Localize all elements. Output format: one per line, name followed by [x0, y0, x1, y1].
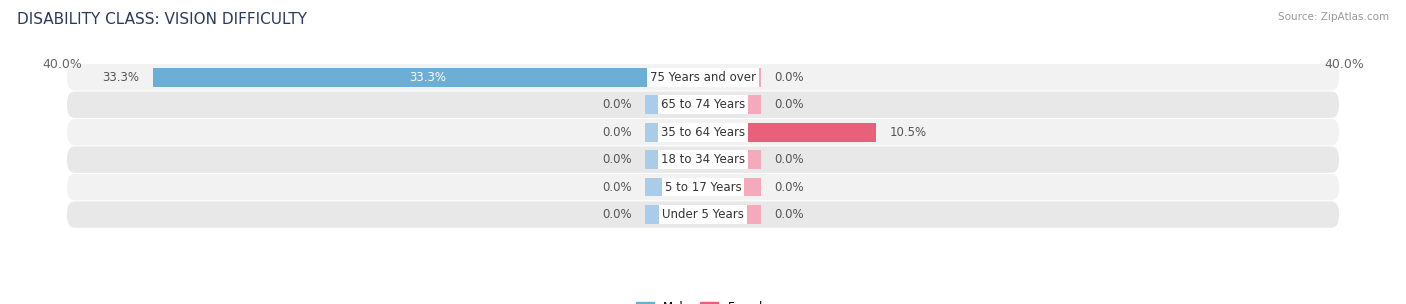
Text: 0.0%: 0.0%: [775, 153, 804, 166]
Bar: [703, 95, 761, 114]
Bar: [645, 205, 703, 224]
FancyBboxPatch shape: [67, 64, 1339, 91]
Bar: [703, 150, 761, 169]
Text: 18 to 34 Years: 18 to 34 Years: [661, 153, 745, 166]
Legend: Male, Female: Male, Female: [631, 296, 775, 304]
FancyBboxPatch shape: [67, 147, 1339, 173]
Text: 33.3%: 33.3%: [409, 71, 447, 84]
Bar: [645, 150, 703, 169]
Text: 40.0%: 40.0%: [1324, 57, 1364, 71]
Bar: [703, 123, 876, 142]
Text: 0.0%: 0.0%: [775, 208, 804, 221]
Text: 40.0%: 40.0%: [42, 57, 82, 71]
FancyBboxPatch shape: [67, 92, 1339, 118]
Text: 35 to 64 Years: 35 to 64 Years: [661, 126, 745, 139]
Bar: [703, 205, 761, 224]
Text: 0.0%: 0.0%: [602, 208, 631, 221]
Bar: [645, 123, 703, 142]
Text: 5 to 17 Years: 5 to 17 Years: [665, 181, 741, 194]
Bar: [153, 68, 703, 87]
Text: 10.5%: 10.5%: [890, 126, 927, 139]
Text: 0.0%: 0.0%: [775, 71, 804, 84]
Bar: [645, 95, 703, 114]
FancyBboxPatch shape: [67, 119, 1339, 145]
Text: 0.0%: 0.0%: [602, 126, 631, 139]
Text: 65 to 74 Years: 65 to 74 Years: [661, 98, 745, 111]
Text: Under 5 Years: Under 5 Years: [662, 208, 744, 221]
FancyBboxPatch shape: [67, 201, 1339, 228]
Text: 0.0%: 0.0%: [602, 181, 631, 194]
Text: 0.0%: 0.0%: [602, 153, 631, 166]
Text: 75 Years and over: 75 Years and over: [650, 71, 756, 84]
Bar: [703, 68, 761, 87]
Text: 0.0%: 0.0%: [775, 181, 804, 194]
FancyBboxPatch shape: [67, 174, 1339, 200]
Bar: [645, 178, 703, 196]
Text: DISABILITY CLASS: VISION DIFFICULTY: DISABILITY CLASS: VISION DIFFICULTY: [17, 12, 307, 27]
Text: Source: ZipAtlas.com: Source: ZipAtlas.com: [1278, 12, 1389, 22]
Bar: [703, 178, 761, 196]
Text: 0.0%: 0.0%: [775, 98, 804, 111]
Text: 33.3%: 33.3%: [103, 71, 139, 84]
Text: 0.0%: 0.0%: [602, 98, 631, 111]
